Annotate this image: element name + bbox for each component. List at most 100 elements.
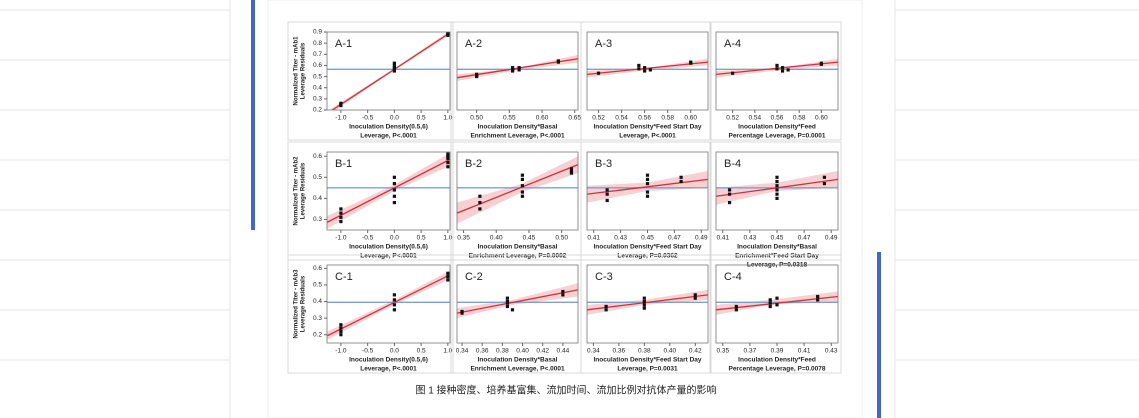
y-tick-label: 0.3 xyxy=(313,315,322,322)
data-point xyxy=(392,293,396,297)
plot-border xyxy=(456,264,579,344)
data-point xyxy=(775,188,779,192)
x-tick-label: 0.54 xyxy=(615,115,628,122)
x-tick-label: 0.50 xyxy=(470,115,483,122)
y-axis-label: Leverage Residuals xyxy=(301,162,307,219)
data-point xyxy=(460,311,464,315)
data-point xyxy=(816,298,820,302)
data-point xyxy=(339,333,343,337)
x-tick-label: 0.49 xyxy=(825,235,838,242)
x-tick-label: 0.52 xyxy=(726,115,739,122)
panel-title: B-4 xyxy=(724,158,741,170)
panel-title: C-4 xyxy=(724,271,742,283)
data-point xyxy=(775,296,779,300)
data-point xyxy=(339,219,343,224)
plot-border xyxy=(456,31,579,111)
panel: C-2 0.34 0.36 0.38 0.40 0.42 0.44 Inoculation D… xyxy=(450,254,582,374)
data-point xyxy=(642,296,646,300)
x-tick-label: 1.0 xyxy=(443,115,452,122)
data-point xyxy=(775,184,779,188)
plot-border xyxy=(326,31,451,111)
data-point xyxy=(446,165,450,169)
data-point xyxy=(775,192,779,196)
data-point xyxy=(339,207,343,211)
panel: A-4 0.52 0.54 0.56 0.58 0.60 Inoculation Densi… xyxy=(709,21,842,141)
x-tick-label: 0.45 xyxy=(771,235,784,242)
x-axis-label: Inoculation Density*Basal xyxy=(478,244,558,251)
data-point xyxy=(727,192,732,196)
fit-line xyxy=(327,158,450,223)
panel-title: B-1 xyxy=(335,158,352,170)
x-tick-label: 0.54 xyxy=(748,115,761,122)
confidence-band xyxy=(457,156,578,224)
panel-title: C-1 xyxy=(335,271,353,283)
data-point xyxy=(605,192,609,196)
data-point xyxy=(392,61,396,65)
fit-line xyxy=(331,32,450,110)
x-tick-label: 0.47 xyxy=(798,235,811,242)
x-tick-label: -0.5 xyxy=(362,235,374,242)
data-point xyxy=(478,194,482,198)
plot-area xyxy=(457,156,578,224)
x-axis-label: Inoculation Density(0.5,6) xyxy=(349,244,428,251)
data-point xyxy=(604,304,608,309)
fit-line xyxy=(457,289,578,314)
data-point xyxy=(734,308,738,312)
y-axis-label: Leverage Residuals xyxy=(301,275,307,332)
x-tick-label: 0.5 xyxy=(417,348,426,355)
x-axis-label: Enrichment Leverage, P<.0001 xyxy=(470,133,565,140)
x-axis-label: Enrichment Leverage, P=0.0002 xyxy=(469,253,567,260)
data-point xyxy=(693,296,697,300)
data-point xyxy=(768,301,772,305)
data-point xyxy=(734,304,738,309)
data-point xyxy=(768,304,772,309)
data-point xyxy=(569,171,574,175)
panel: C-3 0.34 0.36 0.38 0.40 0.42 Inoculation Densi… xyxy=(580,254,712,374)
x-axis-label: Percentage Leverage, P=0.0078 xyxy=(728,366,825,373)
x-tick-label: 0.60 xyxy=(815,115,828,122)
confidence-band xyxy=(457,283,578,319)
x-tick-label: 0.47 xyxy=(668,235,681,242)
y-axis-label: Leverage Residuals xyxy=(301,42,307,99)
data-point xyxy=(446,154,450,158)
x-axis-label: Inoculation Density*Basal xyxy=(737,244,817,251)
data-point xyxy=(643,66,647,70)
x-tick-label: 0.60 xyxy=(536,115,549,122)
panel-title: B-3 xyxy=(595,158,612,170)
x-tick-label: 0.40 xyxy=(516,348,529,355)
y-tick-label: 0.9 xyxy=(313,29,322,36)
x-tick-label: 0.0 xyxy=(390,235,399,242)
data-point xyxy=(775,63,779,68)
data-point xyxy=(637,63,641,68)
panel-title: A-1 xyxy=(335,38,352,50)
x-tick-label: 0.49 xyxy=(695,235,708,242)
data-point xyxy=(605,188,609,192)
data-point xyxy=(520,184,525,188)
y-tick-label: 0.7 xyxy=(313,51,322,58)
x-axis-label: Enrichment*Feed Start Day xyxy=(735,253,819,260)
data-point xyxy=(642,303,646,307)
panel: A-1 -1.0 -0.5 0.0 0.5 1.0 0.2 0.3 0.4 0.5 0.6 0.7 0.… xyxy=(287,21,454,141)
data-point xyxy=(446,275,450,279)
panel-frame xyxy=(287,141,454,261)
panel-frame xyxy=(580,141,712,261)
data-point xyxy=(339,329,343,333)
data-point xyxy=(392,194,396,198)
data-point xyxy=(648,68,652,72)
figure-caption: 图 1 接种密度、培养基富集、流加时间、流加比例对抗体产量的影响 xyxy=(415,384,716,397)
data-point xyxy=(475,72,479,76)
y-axis-label: Normalized Titer - mAb2 xyxy=(294,156,300,226)
y-tick-label: 0.8 xyxy=(313,40,322,47)
data-point xyxy=(392,182,396,186)
data-point xyxy=(605,198,609,203)
data-point xyxy=(517,68,521,72)
data-point xyxy=(561,293,565,297)
data-point xyxy=(727,200,732,205)
x-tick-label: 0.41 xyxy=(587,235,600,242)
x-tick-label: 0.58 xyxy=(793,115,806,122)
x-tick-label: 0.0 xyxy=(390,348,399,355)
plot-border xyxy=(586,264,709,344)
x-tick-label: 0.34 xyxy=(456,348,469,355)
x-tick-label: 0.0 xyxy=(390,115,399,122)
x-axis-label: Inoculation Density*Feed xyxy=(738,124,816,131)
